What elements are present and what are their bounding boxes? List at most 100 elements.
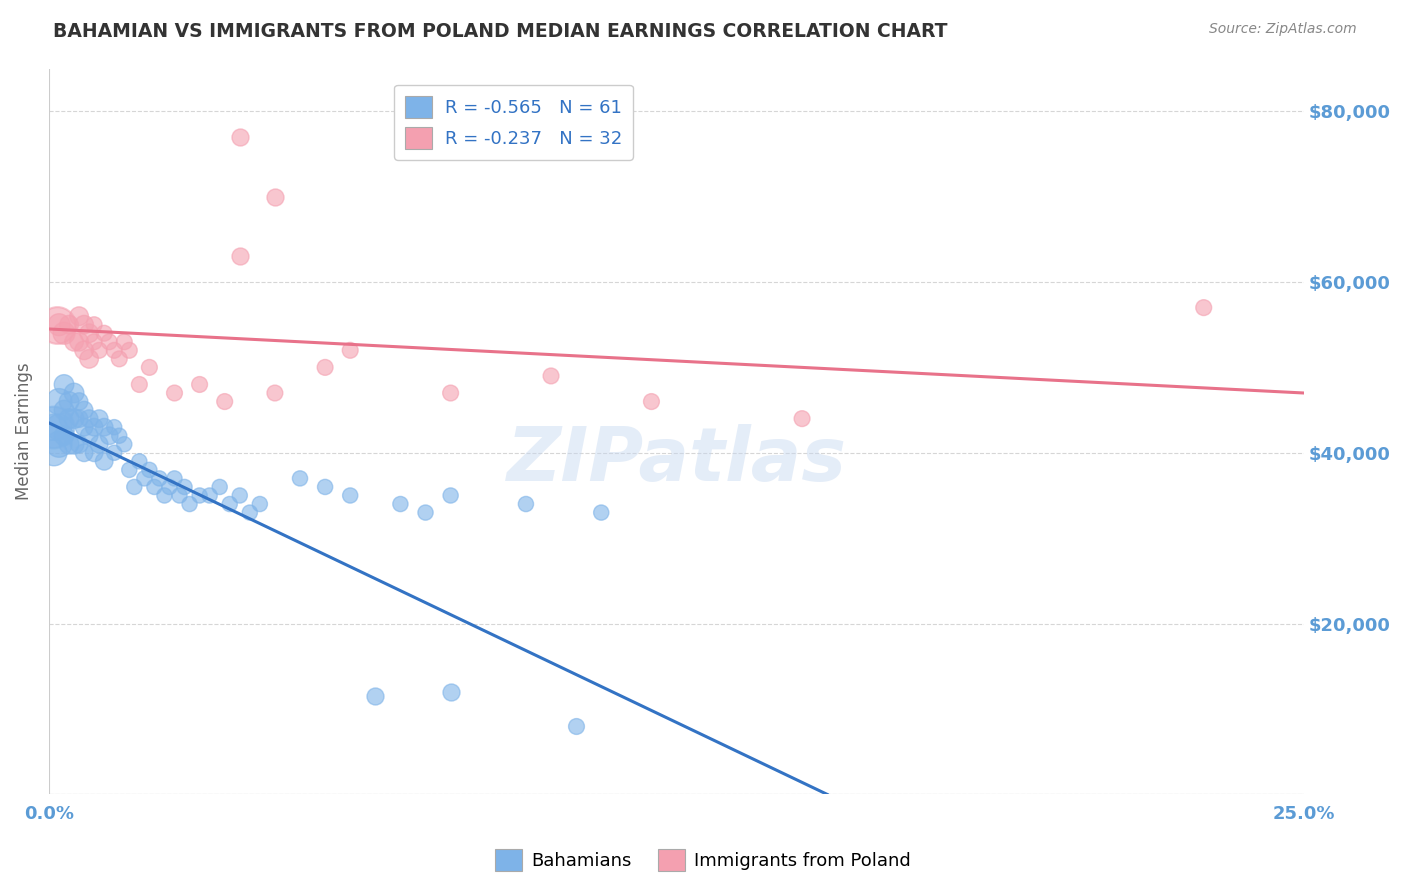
- Point: [73, 420, 96, 434]
- Point: [83, 420, 105, 434]
- Point: [48, 420, 70, 434]
- Point: [790, 411, 813, 425]
- Point: [89, 437, 111, 451]
- Point: [288, 471, 311, 485]
- Point: [103, 420, 125, 434]
- Point: [138, 360, 160, 375]
- Point: [103, 446, 125, 460]
- Point: [198, 488, 221, 502]
- Point: [108, 351, 131, 366]
- Point: [364, 689, 387, 703]
- Point: [63, 437, 86, 451]
- Point: [565, 719, 588, 733]
- Legend: R = -0.565   N = 61, R = -0.237   N = 32: R = -0.565 N = 61, R = -0.237 N = 32: [394, 85, 633, 160]
- Point: [440, 685, 463, 699]
- Text: Source: ZipAtlas.com: Source: ZipAtlas.com: [1209, 22, 1357, 37]
- Point: [389, 497, 412, 511]
- Point: [73, 318, 96, 332]
- Point: [67, 309, 90, 323]
- Point: [169, 488, 191, 502]
- Point: [163, 386, 186, 401]
- Point: [77, 428, 100, 442]
- Point: [179, 497, 201, 511]
- Point: [83, 318, 105, 332]
- Point: [89, 411, 111, 425]
- Point: [124, 480, 146, 494]
- Point: [77, 411, 100, 425]
- Point: [83, 446, 105, 460]
- Point: [188, 488, 211, 502]
- Point: [163, 471, 186, 485]
- Point: [48, 394, 70, 409]
- Point: [42, 446, 65, 460]
- Point: [440, 386, 463, 401]
- Point: [314, 360, 336, 375]
- Point: [440, 488, 463, 502]
- Point: [515, 497, 537, 511]
- Point: [53, 428, 76, 442]
- Point: [83, 334, 105, 349]
- Point: [98, 334, 121, 349]
- Point: [93, 420, 115, 434]
- Point: [73, 343, 96, 358]
- Point: [73, 403, 96, 417]
- Point: [264, 189, 287, 203]
- Point: [208, 480, 231, 494]
- Point: [264, 386, 287, 401]
- Point: [53, 377, 76, 392]
- Point: [67, 437, 90, 451]
- Point: [239, 506, 262, 520]
- Point: [314, 480, 336, 494]
- Point: [134, 471, 156, 485]
- Point: [138, 463, 160, 477]
- Point: [48, 437, 70, 451]
- Point: [67, 334, 90, 349]
- Point: [103, 343, 125, 358]
- Point: [249, 497, 271, 511]
- Point: [153, 488, 176, 502]
- Point: [415, 506, 437, 520]
- Point: [73, 446, 96, 460]
- Point: [339, 488, 361, 502]
- Legend: Bahamians, Immigrants from Poland: Bahamians, Immigrants from Poland: [488, 842, 918, 879]
- Point: [214, 394, 236, 409]
- Point: [98, 428, 121, 442]
- Point: [67, 394, 90, 409]
- Point: [118, 343, 141, 358]
- Point: [128, 454, 150, 468]
- Point: [58, 437, 80, 451]
- Point: [229, 488, 252, 502]
- Point: [148, 471, 170, 485]
- Point: [229, 129, 252, 144]
- Y-axis label: Median Earnings: Median Earnings: [15, 363, 32, 500]
- Point: [58, 411, 80, 425]
- Point: [58, 394, 80, 409]
- Point: [67, 411, 90, 425]
- Point: [540, 368, 562, 383]
- Text: ZIPatlas: ZIPatlas: [506, 424, 846, 497]
- Point: [63, 411, 86, 425]
- Point: [143, 480, 166, 494]
- Point: [112, 437, 135, 451]
- Point: [93, 326, 115, 341]
- Point: [58, 318, 80, 332]
- Point: [63, 334, 86, 349]
- Point: [591, 506, 613, 520]
- Text: BAHAMIAN VS IMMIGRANTS FROM POLAND MEDIAN EARNINGS CORRELATION CHART: BAHAMIAN VS IMMIGRANTS FROM POLAND MEDIA…: [53, 22, 948, 41]
- Point: [188, 377, 211, 392]
- Point: [229, 249, 252, 263]
- Point: [112, 334, 135, 349]
- Point: [640, 394, 662, 409]
- Point: [53, 326, 76, 341]
- Point: [89, 343, 111, 358]
- Point: [118, 463, 141, 477]
- Point: [42, 420, 65, 434]
- Point: [42, 420, 65, 434]
- Point: [159, 480, 181, 494]
- Point: [218, 497, 240, 511]
- Point: [77, 351, 100, 366]
- Point: [53, 403, 76, 417]
- Point: [77, 326, 100, 341]
- Point: [45, 318, 67, 332]
- Point: [173, 480, 195, 494]
